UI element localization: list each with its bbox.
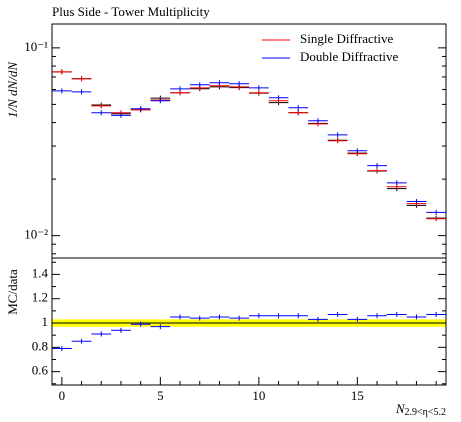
y-tick-label: 10⁻²	[24, 227, 48, 242]
plot-frame	[51, 257, 447, 386]
y-tick-label: 1.2	[32, 290, 48, 305]
y-tick-label: 0.6	[32, 363, 49, 378]
legend-label: Double Diffractive	[300, 49, 399, 64]
y-axis-label: 1/N dN/dN	[5, 61, 20, 118]
x-tick-label: 0	[59, 388, 66, 403]
x-axis-label-main: N	[395, 401, 406, 416]
y-tick-label: 1.4	[32, 265, 49, 280]
y-tick-label: 10⁻¹	[24, 39, 48, 54]
ratio-y-axis-label: MC/data	[5, 269, 20, 315]
x-tick-label: 5	[157, 388, 164, 403]
chart-title: Plus Side - Tower Multiplicity	[52, 4, 210, 19]
x-tick-label: 15	[351, 388, 364, 403]
y-tick-label: 1	[42, 314, 49, 329]
x-axis-label: N2.9<η<5.2	[395, 401, 446, 418]
x-tick-label: 10	[252, 388, 265, 403]
y-tick-label: 0.8	[32, 338, 48, 353]
legend-label: Single Diffractive	[300, 31, 393, 46]
x-axis-label-sub: 2.9<η<5.2	[404, 407, 446, 418]
